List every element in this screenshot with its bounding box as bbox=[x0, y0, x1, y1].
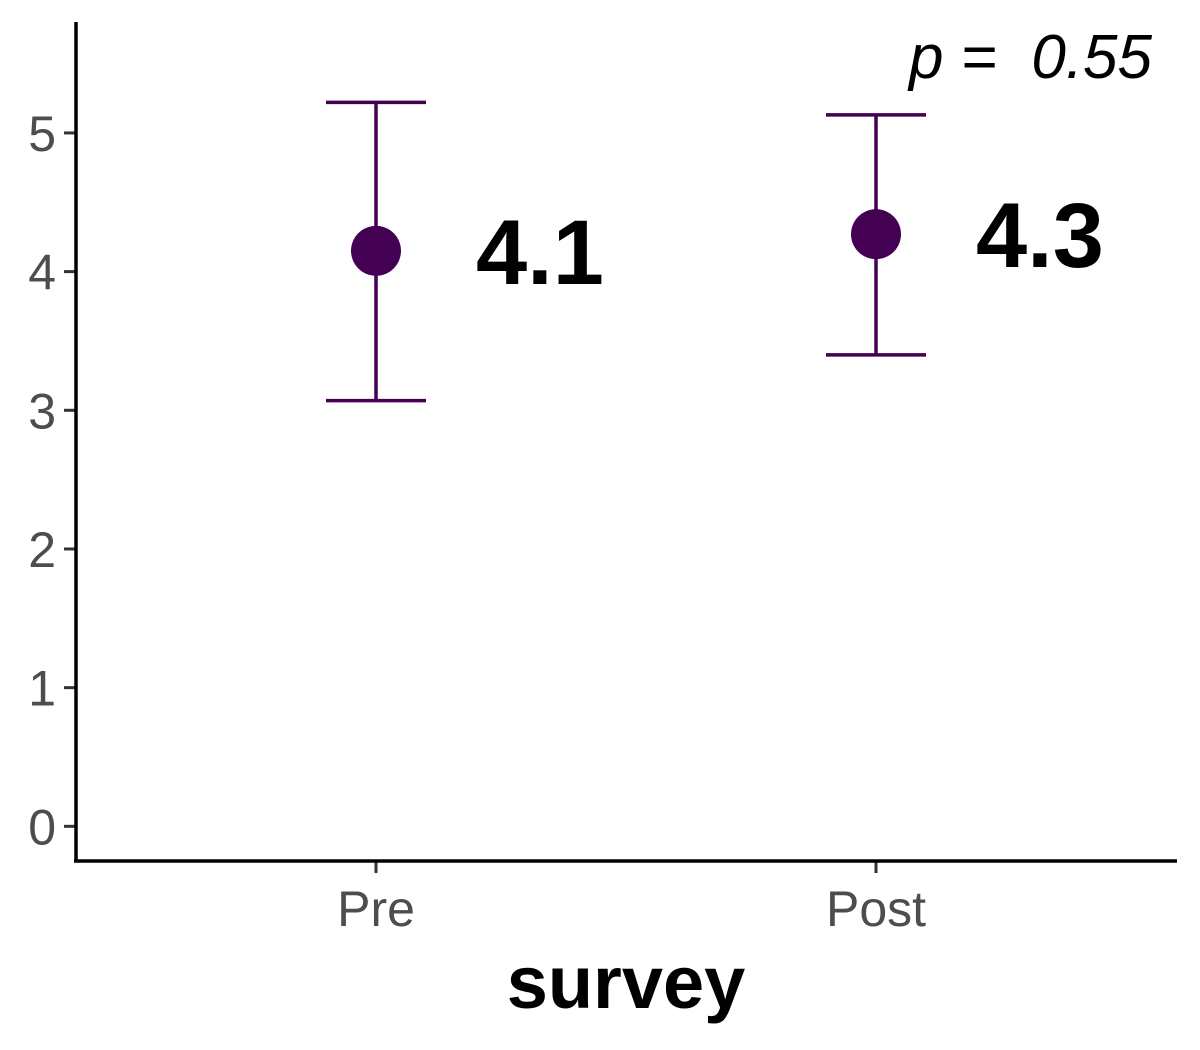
x-tick-label: Pre bbox=[337, 881, 415, 937]
x-axis-ticks: Pre Post bbox=[337, 861, 926, 937]
data-marks: 4.1 4.3 bbox=[326, 100, 1104, 403]
x-tick-label: Post bbox=[826, 881, 926, 937]
y-tick-label: 2 bbox=[28, 522, 56, 578]
value-label: 4.1 bbox=[476, 202, 604, 304]
y-tick-label: 5 bbox=[28, 106, 56, 162]
mean-point bbox=[351, 225, 401, 276]
p-symbol: p bbox=[907, 23, 943, 92]
y-tick-label: 1 bbox=[28, 661, 56, 717]
y-tick-label: 0 bbox=[28, 799, 56, 855]
y-tick-label: 4 bbox=[28, 245, 56, 301]
mean-point bbox=[851, 209, 901, 260]
y-tick-label: 3 bbox=[28, 383, 56, 439]
x-axis-title: survey bbox=[507, 941, 746, 1024]
value-label: 4.3 bbox=[976, 185, 1104, 287]
y-axis-ticks: 0 1 2 3 4 5 bbox=[28, 106, 76, 855]
p-value-annotation: p = 0.55 bbox=[907, 23, 1153, 92]
p-value-text: = 0.55 bbox=[943, 23, 1152, 92]
